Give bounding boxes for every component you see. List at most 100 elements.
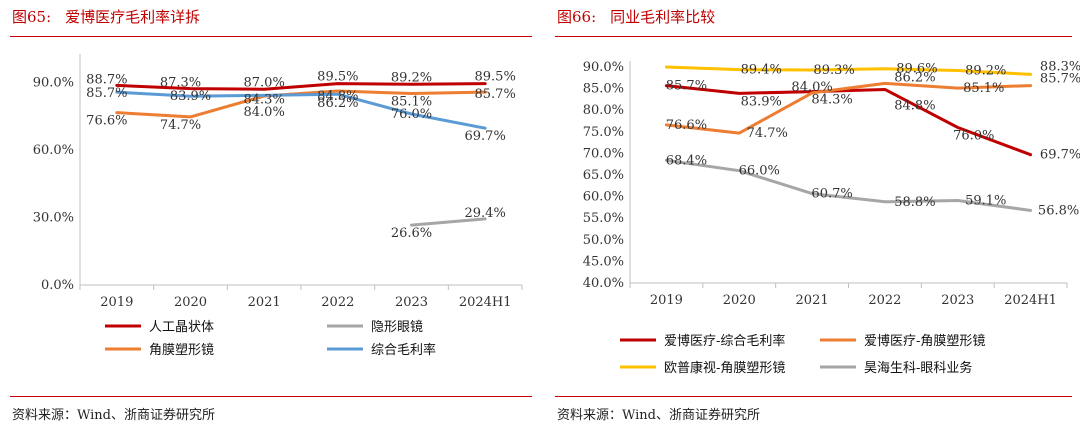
y-tick-label: 40.0% (583, 276, 624, 291)
data-label: 58.8% (894, 195, 935, 210)
y-tick-label: 30.0% (33, 211, 74, 226)
figure-number: 图66: (557, 8, 597, 26)
data-label: 68.4% (666, 153, 707, 168)
x-tick-label: 2020 (174, 295, 207, 310)
data-label: 69.7% (465, 129, 506, 144)
x-tick-label: 2021 (796, 293, 829, 308)
x-tick-label: 2024H1 (1004, 293, 1057, 308)
x-tick-label: 2023 (395, 295, 428, 310)
figure-title-text: 爱博医疗毛利率详拆 (65, 8, 201, 26)
series-line (664, 81, 1033, 135)
y-tick-label: 90.0% (583, 60, 624, 75)
data-label: 84.8% (894, 98, 935, 113)
data-label: 89.5% (475, 70, 516, 85)
data-label: 89.2% (391, 70, 432, 85)
data-label: 89.5% (317, 70, 358, 85)
peer-margin-comparison-chart: 40.0% 45.0% 50.0% 55.0% 60.0% 65.0% 70.0% 75.0%… (583, 59, 1080, 376)
series-line (664, 84, 1033, 157)
y-tick-label: 55.0% (583, 211, 624, 226)
series-line (115, 82, 487, 91)
data-label: 88.7% (86, 72, 127, 87)
data-label: 74.7% (160, 118, 201, 133)
data-label: 84.3% (244, 92, 285, 107)
figure-title: 图66: 同业毛利率比较 (557, 6, 715, 27)
margin-breakdown-chart: 0.0% 30.0% 60.0% 90.0% 2019 2020 2021 2022 2023 2… (33, 54, 523, 358)
legend-label: 综合毛利率 (371, 342, 436, 358)
x-tick-label: 2022 (868, 293, 901, 308)
y-tick-label: 80.0% (583, 103, 624, 118)
data-label: 89.4% (741, 63, 782, 78)
data-label: 87.3% (160, 76, 201, 91)
data-label: 76.6% (86, 114, 127, 129)
y-tick-label: 85.0% (583, 82, 624, 97)
legend-label: 爱博医疗-综合毛利率 (664, 333, 785, 349)
x-tick-label: 2022 (321, 295, 354, 310)
y-tick-label: 60.0% (33, 143, 74, 158)
legend-label: 人工晶状体 (149, 320, 214, 335)
y-tick-label: 75.0% (583, 125, 624, 140)
y-tick-label: 50.0% (583, 233, 624, 248)
series-line (115, 90, 487, 130)
series-line (410, 217, 487, 227)
data-label: 89.3% (813, 63, 854, 78)
series-line (664, 65, 1033, 76)
data-label: 85.7% (666, 79, 707, 94)
title-rule (555, 36, 1072, 37)
data-label: 26.6% (391, 226, 432, 241)
source-rule (10, 396, 532, 397)
data-label: 74.7% (747, 126, 788, 141)
legend-label: 欧普康视-角膜塑形镜 (664, 360, 785, 376)
data-label: 60.7% (811, 187, 852, 202)
data-label: 85.7% (86, 86, 127, 101)
data-label: 86.2% (894, 70, 935, 85)
data-label: 88.3% (1040, 59, 1080, 74)
data-label: 85.7% (1040, 72, 1080, 87)
data-label: 76.6% (666, 118, 707, 133)
data-label: 84.0% (244, 105, 285, 120)
figure-title-text: 同业毛利率比较 (610, 8, 716, 26)
data-label: 89.2% (965, 63, 1006, 78)
data-label: 84.0% (791, 80, 832, 95)
legend-label: 隐形眼镜 (371, 320, 423, 335)
data-label: 85.7% (475, 87, 516, 102)
source-note: 资料来源：Wind、浙商证券研究所 (557, 408, 760, 423)
data-label: 76.0% (391, 107, 432, 122)
y-tick-label: 60.0% (583, 190, 624, 205)
data-label: 85.1% (391, 95, 432, 110)
y-tick-label: 70.0% (583, 146, 624, 161)
figure-number: 图65: (12, 8, 52, 26)
legend-label: 昊海生科-眼科业务 (864, 360, 972, 376)
data-label: 76.0% (953, 128, 994, 143)
x-tick-label: 2019 (650, 293, 683, 308)
legend-label: 爱博医疗-角膜塑形镜 (864, 334, 985, 349)
figure-title: 图65: 爱博医疗毛利率详拆 (12, 6, 200, 27)
data-label: 83.9% (170, 89, 211, 104)
y-tick-label: 65.0% (583, 168, 624, 183)
data-label: 84.8% (317, 89, 358, 104)
figure-66-panel: 图66: 同业毛利率比较 40.0% 45.0% 50.0% 55.0% 60.0% 65.… (545, 0, 1080, 427)
data-label: 85.1% (963, 81, 1004, 96)
x-tick-label: 2023 (941, 293, 974, 308)
data-label: 29.4% (465, 206, 506, 221)
data-label: 87.0% (244, 75, 285, 90)
title-rule (10, 36, 532, 37)
y-tick-label: 0.0% (41, 278, 74, 293)
legend-label: 角膜塑形镜 (149, 343, 214, 358)
x-tick-label: 2020 (723, 293, 756, 308)
data-label: 69.7% (1040, 148, 1080, 163)
data-label: 84.3% (811, 93, 852, 108)
data-label: 83.9% (741, 94, 782, 109)
y-tick-label: 45.0% (583, 254, 624, 269)
x-tick-label: 2019 (100, 295, 133, 310)
x-tick-label: 2021 (248, 295, 281, 310)
series-line (664, 158, 1033, 212)
data-label: 86.2% (317, 96, 358, 111)
source-rule (555, 396, 1072, 397)
data-label: 89.6% (896, 62, 937, 77)
data-label: 59.1% (965, 193, 1006, 208)
data-label: 56.8% (1038, 203, 1079, 218)
source-note: 资料来源：Wind、浙商证券研究所 (12, 408, 215, 423)
y-tick-label: 90.0% (33, 76, 74, 91)
x-tick-label: 2024H1 (459, 295, 512, 310)
figure-65-panel: 图65: 爱博医疗毛利率详拆 0.0% 30.0% 60.0% 90.0% 2019 202… (10, 6, 532, 423)
